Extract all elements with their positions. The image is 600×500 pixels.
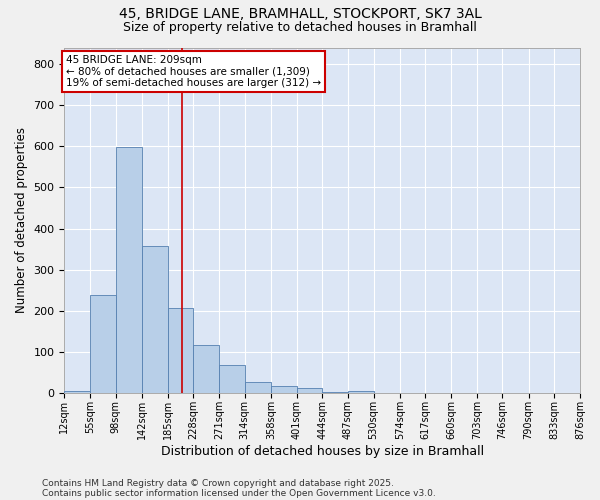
- Bar: [296, 388, 322, 394]
- Bar: [322, 392, 348, 394]
- Bar: [271, 386, 296, 394]
- Bar: [193, 344, 219, 394]
- Y-axis label: Number of detached properties: Number of detached properties: [15, 128, 28, 314]
- Bar: [219, 364, 245, 394]
- Bar: [64, 392, 90, 394]
- X-axis label: Distribution of detached houses by size in Bramhall: Distribution of detached houses by size …: [161, 444, 484, 458]
- Text: Contains HM Land Registry data © Crown copyright and database right 2025.
Contai: Contains HM Land Registry data © Crown c…: [42, 479, 436, 498]
- Bar: [90, 296, 116, 394]
- Bar: [167, 308, 193, 394]
- Bar: [116, 147, 142, 394]
- Bar: [245, 382, 271, 394]
- Bar: [348, 392, 374, 394]
- Bar: [142, 246, 167, 394]
- Text: 45, BRIDGE LANE, BRAMHALL, STOCKPORT, SK7 3AL: 45, BRIDGE LANE, BRAMHALL, STOCKPORT, SK…: [119, 8, 481, 22]
- Text: 45 BRIDGE LANE: 209sqm
← 80% of detached houses are smaller (1,309)
19% of semi-: 45 BRIDGE LANE: 209sqm ← 80% of detached…: [66, 55, 322, 88]
- Text: Size of property relative to detached houses in Bramhall: Size of property relative to detached ho…: [123, 21, 477, 34]
